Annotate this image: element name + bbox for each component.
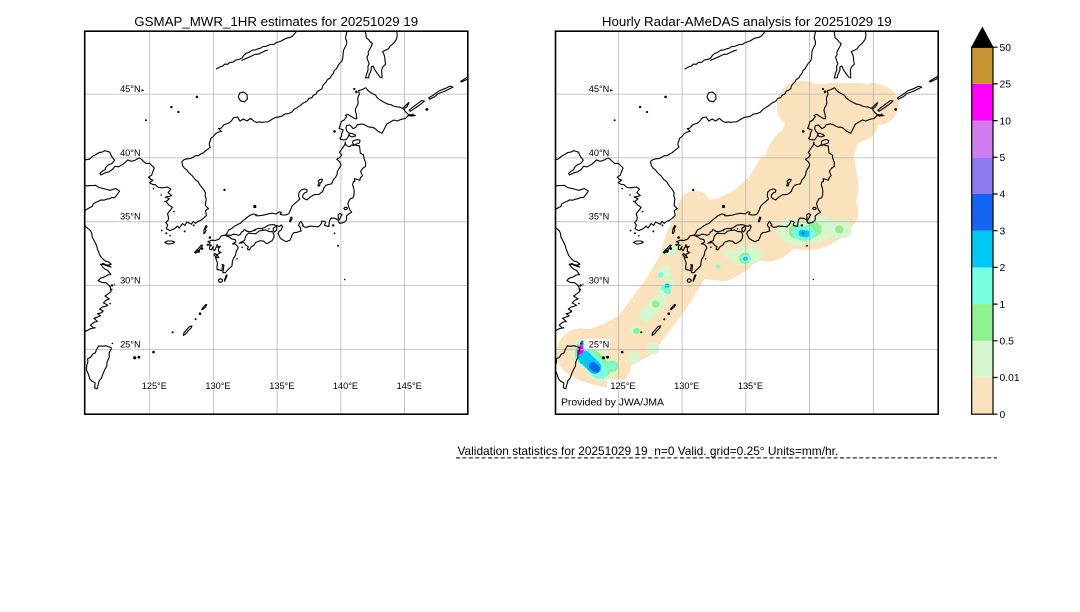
svg-text:4: 4 [1000,190,1006,201]
svg-text:25°N: 25°N [589,339,610,349]
svg-text:145°E: 145°E [397,381,422,391]
svg-text:45°N: 45°N [589,84,610,94]
svg-text:Validation statistics for 2025: Validation statistics for 20251029 19 n=… [458,444,839,458]
svg-text:45°N: 45°N [120,84,141,94]
svg-text:135°E: 135°E [738,381,763,391]
svg-text:35°N: 35°N [589,212,610,222]
svg-text:130°E: 130°E [205,381,230,391]
svg-text:140°E: 140°E [333,381,358,391]
svg-text:125°E: 125°E [142,381,167,391]
svg-text:125°E: 125°E [610,381,635,391]
svg-text:GSMAP_MWR_1HR estimates for 20: GSMAP_MWR_1HR estimates for 20251029 19 [134,14,418,29]
svg-text:2: 2 [1000,263,1006,274]
svg-text:25: 25 [1000,80,1012,91]
svg-text:Hourly Radar-AMeDAS analysis f: Hourly Radar-AMeDAS analysis for 2025102… [602,14,892,29]
svg-text:25°N: 25°N [120,339,141,349]
svg-text:0.5: 0.5 [1000,337,1015,348]
svg-text:50: 50 [1000,43,1012,54]
svg-text:0: 0 [1000,410,1006,421]
svg-text:1: 1 [1000,300,1006,311]
svg-text:135°E: 135°E [269,381,294,391]
svg-text:0.01: 0.01 [1000,373,1020,384]
svg-text:40°N: 40°N [589,148,610,158]
svg-text:30°N: 30°N [589,275,610,285]
svg-text:3: 3 [1000,226,1006,237]
svg-text:35°N: 35°N [120,212,141,222]
svg-text:30°N: 30°N [120,275,141,285]
svg-text:40°N: 40°N [120,148,141,158]
svg-text:10: 10 [1000,116,1012,127]
svg-text:130°E: 130°E [674,381,699,391]
svg-text:5: 5 [1000,153,1006,164]
svg-text:Provided by JWA/JMA: Provided by JWA/JMA [561,398,664,409]
